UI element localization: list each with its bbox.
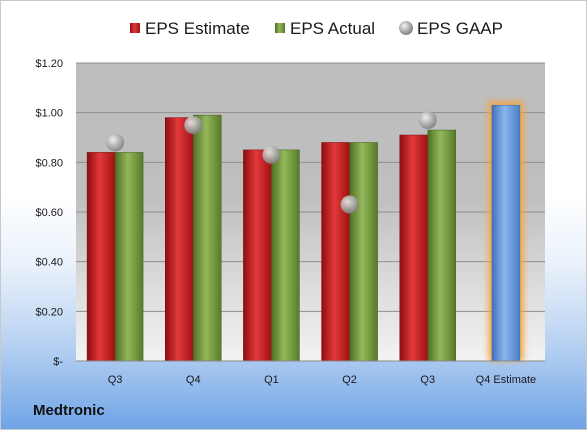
gaap-point [340,195,359,214]
bars [86,101,524,362]
y-tick-label: $0.80 [35,157,63,169]
legend: EPS Estimate EPS Actual EPS GAAP [130,19,503,38]
bar-actual [427,129,456,362]
bar-estimate [165,117,194,362]
company-name: Medtronic [33,402,105,419]
y-tick-label: $0.60 [35,207,63,219]
y-axis-ticks: $- $0.20 $0.40 $0.60 $0.80 $1.00 $1.20 [35,58,63,368]
x-tick-label: Q2 [342,374,357,386]
y-tick-label: $1.00 [35,108,63,120]
gaap-point [106,133,125,152]
legend-label-estimate: EPS Estimate [145,19,250,38]
legend-label-actual: EPS Actual [290,19,375,38]
legend-swatch-estimate [130,23,140,33]
x-tick-label: Q1 [264,374,279,386]
legend-item-estimate: EPS Estimate [130,19,250,38]
bar-estimate [243,149,272,362]
gaap-points [106,111,437,214]
gridlines [76,62,545,312]
legend-swatch-actual [275,23,285,33]
x-tick-label: Q4 Estimate [476,374,537,386]
legend-item-actual: EPS Actual [275,19,375,38]
x-tick-label: Q3 [108,374,123,386]
x-axis-ticks: Q3 Q4 Q1 Q2 Q3 Q4 Estimate [108,374,536,386]
gaap-point [262,145,281,164]
bar-estimate [86,152,116,362]
legend-swatch-gaap [399,21,413,35]
bar-estimate-forecast [491,104,521,362]
bar-actual [271,149,300,362]
y-tick-label: $- [53,356,63,368]
legend-label-gaap: EPS GAAP [417,19,503,38]
x-tick-label: Q4 [186,374,201,386]
bar-actual [193,114,222,362]
gaap-point [184,116,203,135]
y-tick-label: $1.20 [35,58,63,70]
y-tick-label: $0.20 [35,306,63,318]
bar-estimate [399,134,428,362]
bar-estimate [321,142,350,362]
legend-item-gaap: EPS GAAP [399,19,503,38]
bar-actual [114,152,144,362]
x-tick-label: Q3 [420,374,435,386]
y-tick-label: $0.40 [35,257,63,269]
bar-actual [349,142,378,362]
gaap-point [418,111,437,130]
